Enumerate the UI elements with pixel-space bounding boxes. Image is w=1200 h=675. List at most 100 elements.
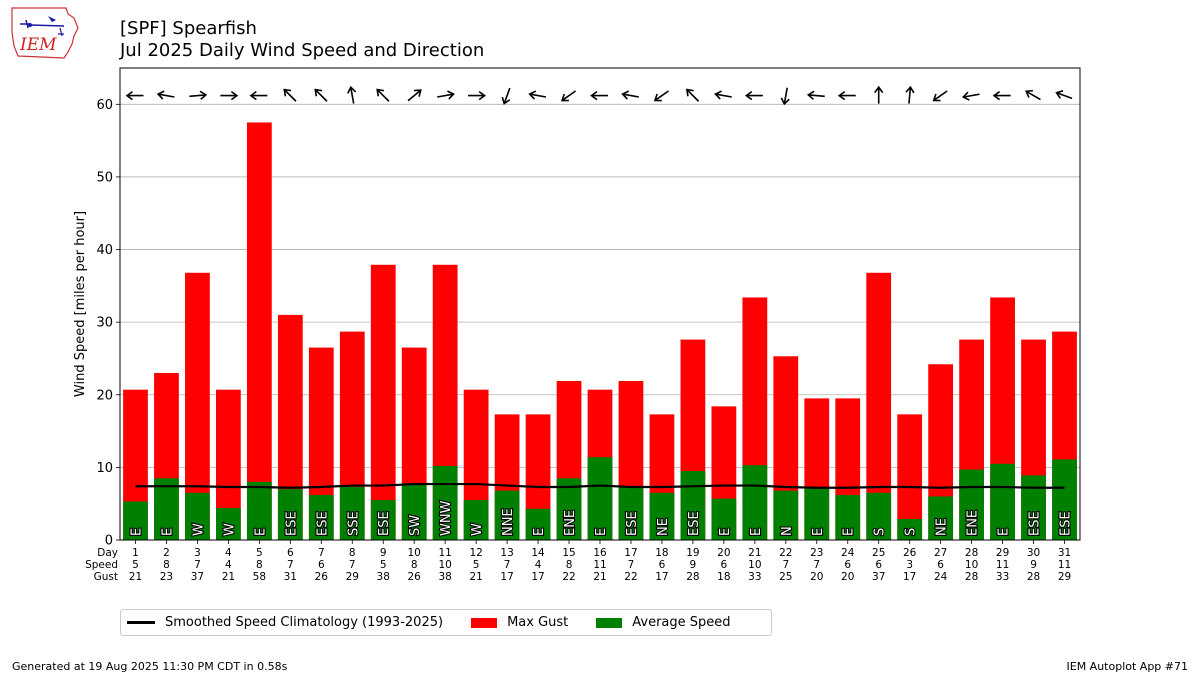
- direction-label: S: [873, 528, 888, 536]
- direction-label: W: [191, 523, 206, 536]
- gust-label: 33: [748, 571, 761, 583]
- speed-bar: [525, 508, 551, 540]
- legend-swatch-gust: [471, 617, 498, 628]
- gust-label: 21: [469, 571, 482, 583]
- day-label: 15: [562, 547, 575, 559]
- direction-label: E: [160, 528, 175, 536]
- wind-arrow-head: [199, 90, 208, 100]
- direction-label: ESE: [377, 511, 392, 536]
- speed-bar: [216, 508, 241, 540]
- gust-label: 33: [996, 571, 1009, 583]
- gust-label: 38: [438, 571, 451, 583]
- legend-label-climatology: Smoothed Speed Climatology (1993-2025): [165, 615, 444, 630]
- speed-label: 5: [473, 559, 480, 571]
- speed-bar: [680, 471, 706, 540]
- speed-label: 7: [628, 559, 635, 571]
- gust-label: 38: [377, 571, 390, 583]
- speed-bar: [959, 469, 984, 540]
- wind-arrow-shaft: [783, 87, 788, 104]
- day-label: 8: [349, 547, 356, 559]
- day-label: 9: [380, 547, 387, 559]
- direction-label: ESE: [284, 511, 299, 536]
- direction-label: SSE: [346, 511, 361, 536]
- wind-arrow-shaft: [284, 89, 297, 102]
- wind-arrow-head: [744, 90, 753, 101]
- speed-label: 9: [1030, 559, 1037, 571]
- wind-arrow: [347, 85, 357, 104]
- gust-label: 24: [934, 571, 948, 583]
- row-label: Day: [97, 547, 118, 559]
- day-label: 14: [531, 547, 545, 559]
- day-label: 27: [934, 547, 947, 559]
- wind-arrow-head: [249, 90, 257, 101]
- direction-label: E: [997, 528, 1012, 536]
- wind-arrow-shaft: [503, 87, 511, 104]
- wind-arrow: [653, 90, 669, 102]
- speed-label: 8: [256, 559, 263, 571]
- direction-label: NE: [656, 518, 671, 536]
- wind-arrow: [932, 90, 948, 102]
- day-label: 4: [225, 547, 232, 559]
- gust-label: 25: [779, 571, 792, 583]
- speed-label: 7: [504, 559, 511, 571]
- wind-arrow: [560, 90, 577, 102]
- climatology-polyline: [135, 482, 1065, 489]
- speed-bar: [401, 483, 427, 540]
- legend-label-gust: Max Gust: [507, 615, 569, 630]
- wind-arrow: [961, 91, 980, 101]
- gust-label: 17: [500, 571, 513, 583]
- wind-arrow-shaft: [530, 93, 547, 98]
- speed-bar: [339, 486, 365, 540]
- speed-label: 4: [225, 559, 232, 571]
- wind-arrow-head: [156, 90, 165, 100]
- speed-label: 7: [813, 559, 820, 571]
- speed-label: 5: [132, 559, 139, 571]
- day-label: 25: [872, 547, 885, 559]
- day-label: 30: [1027, 547, 1040, 559]
- chart-subtitle: Jul 2025 Daily Wind Speed and Direction: [120, 40, 485, 61]
- wind-arrow-head: [932, 93, 941, 102]
- direction-label: WNW: [439, 500, 454, 536]
- day-label: 21: [748, 547, 761, 559]
- gust-label: 26: [408, 571, 422, 583]
- gust-label: 21: [222, 571, 235, 583]
- wind-arrow: [314, 88, 328, 102]
- speed-label: 10: [438, 559, 451, 571]
- speed-label: 5: [380, 559, 387, 571]
- speed-label: 6: [937, 559, 944, 571]
- day-label: 11: [438, 547, 451, 559]
- gust-label: 28: [686, 571, 699, 583]
- speed-bar: [123, 501, 148, 540]
- wind-arrow-head: [653, 93, 662, 102]
- wind-arrow: [621, 90, 639, 100]
- wind-arrow: [744, 90, 763, 101]
- speed-bar: [494, 490, 520, 540]
- speed-label: 4: [535, 559, 542, 571]
- wind-arrow: [125, 90, 144, 101]
- wind-arrow-head: [590, 90, 598, 101]
- speed-bar: [277, 489, 303, 540]
- direction-arrows: [125, 85, 1073, 106]
- legend-swatch-climatology: [127, 621, 155, 624]
- gust-label: 23: [160, 571, 173, 583]
- legend: Smoothed Speed Climatology (1993-2025) M…: [120, 609, 772, 636]
- wind-chart: E E W W E ESE ESE SSE ESE SW WNW W NNE E ENE E ESE NE ESE E…: [73, 67, 1081, 583]
- wind-arrow-head: [961, 91, 970, 101]
- bars: [123, 122, 1077, 540]
- speed-bar: [773, 490, 799, 540]
- day-label: 13: [500, 547, 513, 559]
- direction-label: W: [222, 523, 237, 536]
- direction-label: E: [594, 528, 609, 536]
- day-label: 3: [194, 547, 201, 559]
- wind-arrow-head: [714, 90, 722, 100]
- wind-arrow: [874, 85, 884, 104]
- wind-arrow-head: [230, 90, 239, 101]
- legend-item-climatology: Smoothed Speed Climatology (1993-2025): [127, 615, 443, 630]
- day-label: 18: [655, 547, 668, 559]
- gust-label: 28: [965, 571, 978, 583]
- wind-arrow-head: [780, 97, 790, 106]
- direction-label: ESE: [1059, 511, 1074, 536]
- wind-arrow-shaft: [158, 93, 175, 98]
- speed-bar: [370, 500, 396, 540]
- day-label: 10: [408, 547, 421, 559]
